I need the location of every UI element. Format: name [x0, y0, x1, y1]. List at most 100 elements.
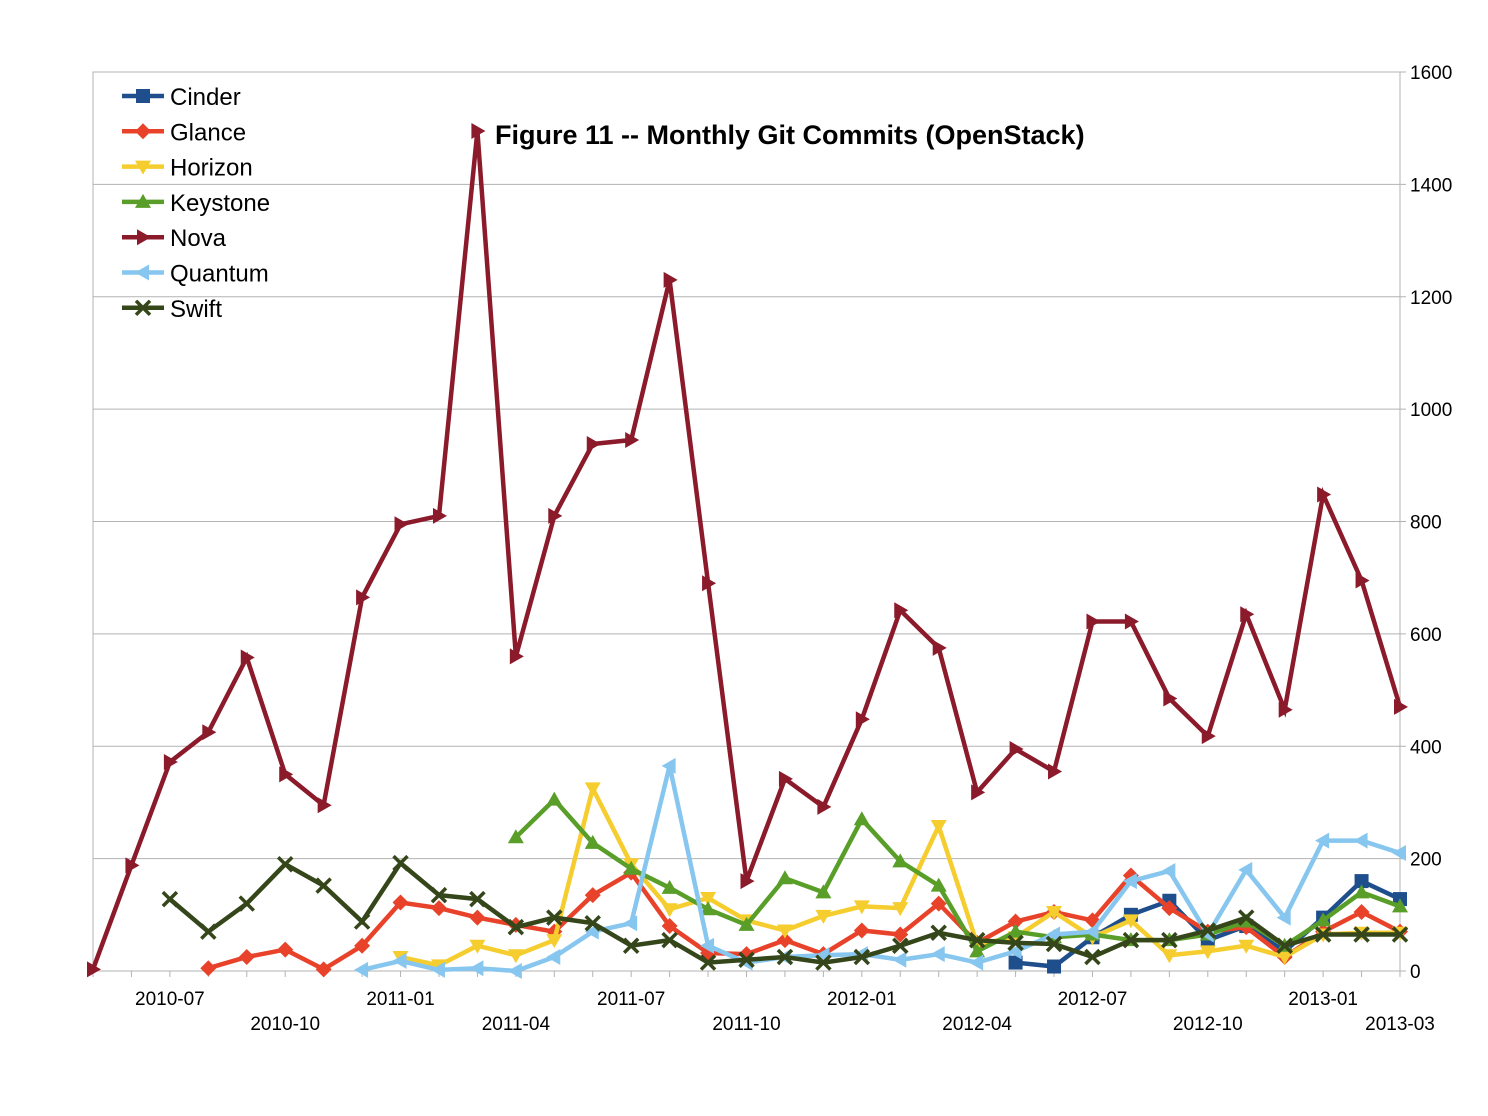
- legend-item-nova: Nova: [122, 225, 227, 252]
- data-point: [1353, 904, 1370, 921]
- x-tick-label: 2011-07: [597, 989, 665, 1010]
- data-point: [930, 877, 947, 892]
- data-point: [971, 784, 986, 801]
- data-point: [507, 949, 524, 964]
- data-point: [815, 954, 832, 971]
- data-point: [392, 854, 409, 872]
- data-point: [968, 931, 986, 949]
- data-point: [279, 766, 294, 783]
- data-point: [1354, 874, 1369, 889]
- legend-swatch-marker: [135, 193, 151, 208]
- x-tick-label: 2012-01: [827, 989, 897, 1010]
- series-nova: [87, 122, 1408, 978]
- axes: 0 200 400 600 800 1000 1200 1400 1600 2010-07 2010…: [92, 63, 1452, 1035]
- data-point: [315, 877, 332, 894]
- data-point: [1161, 949, 1178, 964]
- data-point: [1048, 763, 1063, 780]
- data-point: [1007, 934, 1024, 952]
- data-point: [392, 894, 409, 911]
- data-point: [546, 909, 563, 926]
- data-point: [354, 937, 371, 954]
- data-point: [240, 649, 255, 666]
- x-tick-label: 2013-01: [1288, 989, 1358, 1010]
- data-point: [738, 951, 755, 969]
- data-point: [1046, 926, 1061, 943]
- data-point: [1317, 486, 1332, 503]
- data-point: [892, 951, 907, 968]
- data-point: [1353, 926, 1370, 943]
- data-point: [317, 797, 332, 814]
- data-point: [277, 941, 294, 958]
- series: [87, 122, 1409, 979]
- x-tick-label: 2011-10: [712, 1014, 780, 1035]
- data-point: [776, 948, 794, 966]
- data-point: [238, 948, 255, 965]
- data-point: [200, 923, 217, 940]
- data-point: [623, 915, 638, 932]
- series-quantum: [354, 757, 1406, 979]
- y-tick-label: 0: [1410, 962, 1421, 983]
- chart-title: Figure 11 -- Monthly Git Commits (OpenSt…: [495, 120, 1085, 150]
- data-point: [238, 895, 256, 912]
- data-point: [702, 575, 717, 592]
- data-point: [700, 937, 715, 954]
- data-point: [353, 913, 371, 930]
- y-tick-label: 200: [1410, 850, 1442, 871]
- y-tick-label: 1600: [1410, 63, 1452, 84]
- data-point: [1353, 884, 1370, 899]
- data-point: [546, 934, 563, 949]
- data-point: [699, 954, 717, 971]
- data-point: [1124, 613, 1139, 630]
- data-point: [776, 870, 793, 885]
- data-point: [738, 916, 755, 931]
- data-point: [1201, 728, 1216, 745]
- data-point: [584, 887, 601, 904]
- data-point: [1161, 900, 1178, 917]
- data-point: [1009, 741, 1024, 758]
- x-tick-label: 2010-07: [135, 989, 205, 1010]
- data-point: [469, 960, 484, 977]
- data-point: [507, 829, 524, 844]
- legend-label: Glance: [170, 119, 246, 146]
- data-point: [1007, 923, 1024, 938]
- legend: Cinder Glance Horizon Keystone Nova Quantum Sw…: [122, 84, 270, 323]
- data-point: [815, 884, 832, 899]
- data-point: [1276, 950, 1293, 965]
- y-tick-label: 1000: [1410, 400, 1452, 421]
- x-tick-label: 2013-03: [1365, 1014, 1435, 1035]
- legend-swatch-marker: [135, 123, 151, 140]
- data-point: [507, 963, 522, 979]
- data-point: [507, 918, 525, 936]
- data-point: [1163, 690, 1178, 707]
- legend-label: Nova: [170, 225, 227, 252]
- data-point: [853, 811, 870, 826]
- x-tick-label: 2012-10: [1173, 1014, 1243, 1035]
- legend-swatch-marker: [134, 299, 152, 317]
- data-point: [894, 602, 909, 619]
- series-line: [514, 796, 1401, 955]
- data-point: [1238, 861, 1253, 878]
- data-point: [892, 926, 909, 943]
- data-point: [546, 791, 563, 806]
- series-swift: [161, 854, 1409, 971]
- y-tick-label: 600: [1410, 625, 1442, 646]
- data-point: [1315, 912, 1332, 927]
- legend-label: Cinder: [170, 84, 241, 111]
- data-point: [125, 857, 140, 874]
- data-point: [394, 516, 409, 533]
- data-point: [930, 820, 947, 835]
- gridlines: [92, 71, 1401, 972]
- data-point: [430, 961, 445, 978]
- data-point: [432, 507, 447, 524]
- data-point: [200, 960, 217, 977]
- data-point: [584, 782, 601, 797]
- data-point: [1276, 937, 1293, 954]
- x-tick-label: 2011-01: [366, 989, 434, 1010]
- data-point: [700, 891, 717, 906]
- data-point: [163, 753, 178, 770]
- data-point: [930, 895, 947, 912]
- data-point: [1315, 832, 1330, 849]
- data-point: [623, 860, 640, 875]
- data-point: [1122, 914, 1139, 929]
